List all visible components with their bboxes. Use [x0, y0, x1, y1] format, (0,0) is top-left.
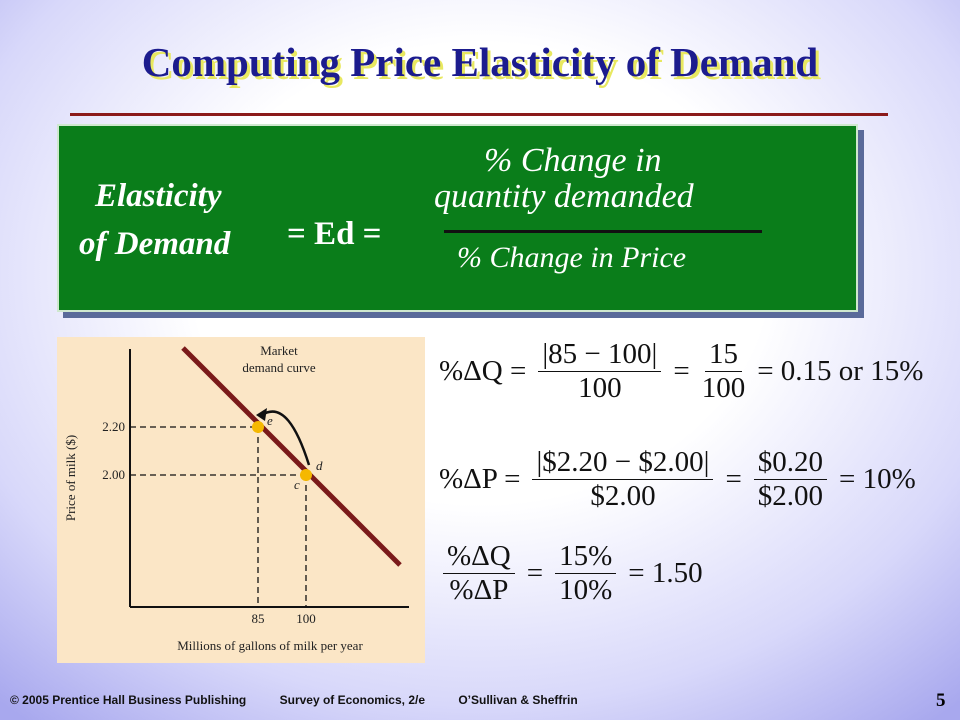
page-number: 5 [936, 690, 946, 711]
equation: %ΔQ = |85 − 100| 100 = 15 100 = 0.15 or 15% [435, 338, 927, 405]
definition-equals: = Ed = [287, 216, 382, 252]
denominator: 10% [559, 574, 613, 606]
definition-left: of Demand [79, 226, 231, 262]
footer-book: Survey of Economics, 2/e [279, 693, 425, 707]
equation-text: %ΔQ = [439, 355, 527, 387]
fraction-bar [444, 230, 762, 233]
numerator: $0.20 [753, 446, 828, 480]
fraction: $0.20 $2.00 [753, 446, 828, 513]
definition-box: Elasticity of Demand = Ed = % Change in … [57, 124, 858, 312]
fraction: |$2.20 − $2.00| $2.00 [532, 446, 714, 513]
equation-text: %ΔP = [439, 463, 521, 495]
fraction: |85 − 100| 100 [538, 338, 662, 405]
equation-text: = 0.15 or 15% [757, 355, 924, 387]
x-tick-label: 100 [296, 611, 316, 626]
denominator: $2.00 [757, 480, 824, 512]
curve-label: Market [260, 343, 298, 358]
equation-text: = 1.50 [628, 557, 703, 589]
denominator: % Change in Price [457, 241, 687, 274]
numerator: quantity demanded [434, 178, 694, 215]
point-label: c [294, 477, 300, 492]
point [252, 421, 264, 433]
definition-left: Elasticity [95, 178, 222, 214]
denominator: %ΔP [449, 574, 509, 606]
point-label: d [316, 458, 323, 473]
y-tick-label: 2.00 [102, 467, 125, 482]
numerator: |$2.20 − $2.00| [532, 446, 714, 480]
demand-curve [181, 346, 402, 567]
numerator: 15 [704, 338, 742, 372]
footer-authors: O’Sullivan & Sheffrin [458, 693, 578, 707]
equation-text: = [725, 463, 742, 495]
numerator: %ΔQ [443, 540, 515, 574]
denominator: 100 [578, 372, 622, 404]
fraction: 15% 10% [555, 540, 617, 607]
equation-text: = 10% [839, 463, 916, 495]
guides [130, 426, 307, 607]
footer: © 2005 Prentice Hall Business Publishing… [10, 693, 608, 707]
numerator: % Change in [484, 142, 662, 179]
arrow [261, 410, 311, 466]
numerator: |85 − 100| [538, 338, 662, 372]
equation: %ΔQ %ΔP = 15% 10% = 1.50 [435, 540, 707, 607]
x-axis-label: Millions of gallons of milk per year [177, 638, 363, 653]
y-tick-label: 2.20 [102, 419, 125, 434]
fraction: 15 100 [702, 338, 746, 405]
y-axis-label: Price of milk ($) [63, 435, 78, 521]
denominator: $2.00 [590, 480, 656, 512]
equation-text: = [673, 355, 690, 387]
title-rule [70, 113, 888, 116]
fraction: %ΔQ %ΔP [443, 540, 515, 607]
equation-text: = [526, 557, 544, 589]
slide-title: Computing Price Elasticity of Demand [141, 39, 819, 85]
arrowhead [256, 408, 267, 421]
numerator: 15% [555, 540, 617, 574]
equation: %ΔP = |$2.20 − $2.00| $2.00 = $0.20 $2.00 = 10… [435, 446, 920, 513]
point [300, 469, 312, 481]
demand-figure: Market demand curve e d c 2.20 2.00 85 1… [57, 337, 425, 663]
curve-label: demand curve [242, 360, 316, 375]
point-label: e [267, 413, 273, 428]
denominator: 100 [701, 372, 746, 404]
footer-publisher: © 2005 Prentice Hall Business Publishing [10, 693, 247, 707]
x-tick-label: 85 [252, 611, 265, 626]
